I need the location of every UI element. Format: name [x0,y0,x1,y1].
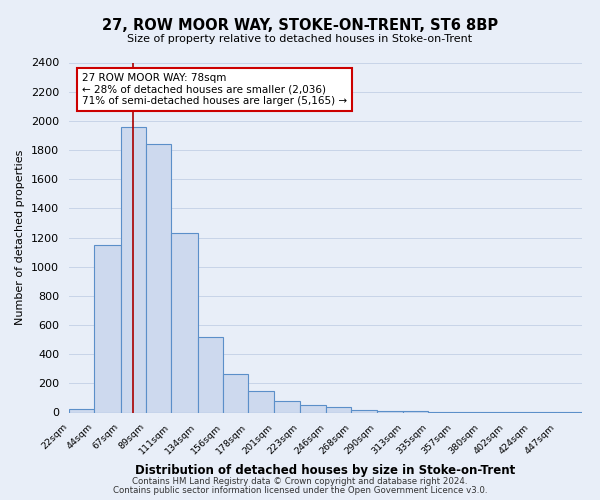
Y-axis label: Number of detached properties: Number of detached properties [16,150,25,325]
Bar [197,336,223,412]
Bar [121,126,146,412]
Bar [171,233,197,412]
Bar [146,144,171,412]
X-axis label: Distribution of detached houses by size in Stoke-on-Trent: Distribution of detached houses by size … [136,464,515,477]
Bar [248,390,274,412]
Bar [94,245,121,412]
Text: Size of property relative to detached houses in Stoke-on-Trent: Size of property relative to detached ho… [127,34,473,43]
Text: 27, ROW MOOR WAY, STOKE-ON-TRENT, ST6 8BP: 27, ROW MOOR WAY, STOKE-ON-TRENT, ST6 8B… [102,18,498,32]
Text: 27 ROW MOOR WAY: 78sqm
← 28% of detached houses are smaller (2,036)
71% of semi-: 27 ROW MOOR WAY: 78sqm ← 28% of detached… [82,73,347,106]
Bar [377,411,403,412]
Text: Contains HM Land Registry data © Crown copyright and database right 2024.: Contains HM Land Registry data © Crown c… [132,477,468,486]
Text: Contains public sector information licensed under the Open Government Licence v3: Contains public sector information licen… [113,486,487,495]
Bar [274,401,299,412]
Bar [69,409,94,412]
Bar [299,405,326,412]
Bar [326,406,352,412]
Bar [223,374,248,412]
Bar [352,410,377,412]
